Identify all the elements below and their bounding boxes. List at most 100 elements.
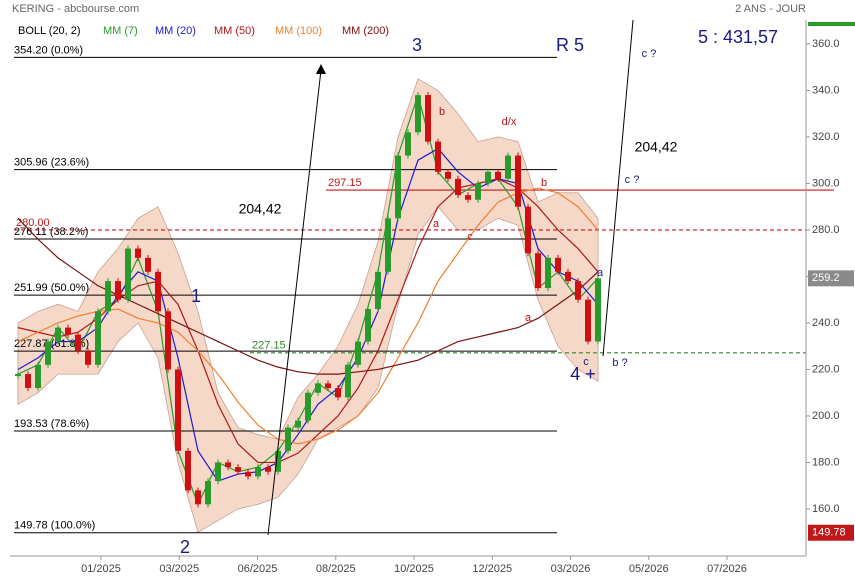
candle (145, 257, 151, 272)
candle (95, 311, 101, 365)
x-tick-label: 05/2026 (629, 563, 669, 575)
min-price-box (808, 524, 854, 541)
candle (565, 271, 571, 282)
annotation: c ? (625, 174, 640, 186)
candle (535, 253, 541, 289)
candle (285, 427, 291, 451)
annotation: 3 (412, 35, 422, 55)
legend-label: MM (20) (155, 25, 196, 37)
candle (195, 490, 201, 505)
level-label: 276.11 (38.2%) (14, 226, 88, 238)
legend-label: MM (7) (103, 25, 138, 37)
plot: 354.20 (0.0%) 305.96 (23.6%) 276.11 (38.2%… (14, 44, 834, 534)
candle (435, 141, 441, 172)
candle (15, 374, 21, 377)
candle (25, 374, 31, 389)
candle (105, 281, 111, 312)
y-tick-label: 320.0 (812, 131, 840, 143)
candle (275, 450, 281, 472)
candle (265, 467, 271, 472)
candle (555, 257, 561, 272)
annotation: 2 (180, 537, 190, 557)
candle (225, 462, 231, 468)
x-tick-label: 06/2025 (238, 563, 278, 575)
candle (65, 327, 71, 335)
candle (135, 248, 141, 258)
y-tick-label: 220.0 (812, 363, 840, 375)
annotation: 204,42 (239, 201, 282, 217)
x-tick-label: 10/2025 (394, 563, 434, 575)
candle (245, 471, 251, 477)
level-label: 193.53 (78.6%) (14, 418, 89, 430)
legend-label: MM (200) (342, 25, 389, 37)
level-label: 149.78 (100.0%) (14, 520, 95, 532)
candle (115, 281, 121, 300)
candle (335, 388, 341, 398)
candle (585, 299, 591, 342)
candle (325, 383, 331, 389)
annotation: a (597, 267, 604, 279)
legend-label: MM (50) (214, 25, 255, 37)
x-tick-label: 08/2025 (316, 563, 356, 575)
candle (355, 341, 361, 365)
annotation: a (525, 312, 532, 324)
candle (175, 369, 181, 451)
y-tick-label: 180.0 (812, 456, 840, 468)
annotation: 1 (191, 286, 201, 306)
price-line-label: 280.00 (16, 217, 50, 229)
y-tick-label: 160.0 (812, 503, 840, 515)
candle (425, 95, 431, 142)
candle (345, 364, 351, 398)
candle (185, 450, 191, 491)
annotation: c (583, 356, 589, 368)
annotation: d/x (502, 116, 517, 128)
candle (495, 171, 501, 179)
candle (385, 218, 391, 272)
candle (465, 195, 471, 200)
annotation: 5 : 431,57 (698, 27, 778, 47)
candle (165, 311, 171, 370)
y-tick-label: 360.0 (812, 38, 840, 50)
candle (235, 467, 241, 472)
moving-average (17, 178, 599, 464)
arrow-head (316, 64, 326, 74)
candle (125, 248, 131, 300)
x-tick-label: 03/2026 (551, 563, 591, 575)
level-label: 305.96 (23.6%) (14, 157, 89, 169)
chart-title: KERING - abcbourse.com (12, 3, 139, 15)
candle (525, 206, 531, 254)
candle (395, 155, 401, 219)
candle (365, 309, 371, 342)
last-price-label: 259.2 (812, 272, 840, 284)
candle (255, 467, 261, 477)
period: 2 ANS - JOUR (735, 3, 806, 15)
candle (155, 271, 161, 312)
trend-arrow (267, 69, 322, 536)
candle (405, 132, 411, 156)
annotation: 204,42 (635, 139, 678, 155)
x-tick-label: 01/2025 (81, 563, 121, 575)
candle (575, 281, 581, 300)
candle (205, 481, 211, 505)
annotation: c (467, 231, 473, 243)
last-price-box (808, 270, 854, 287)
annotation: b (541, 177, 547, 189)
candle (445, 171, 451, 179)
candle (55, 327, 61, 342)
status-bar (808, 22, 855, 26)
level-label: 251.99 (50.0%) (14, 282, 89, 294)
candle (295, 420, 301, 428)
legend-label: MM (100) (275, 25, 322, 37)
x-tick-label: 12/2025 (472, 563, 512, 575)
y-tick-label: 340.0 (812, 84, 840, 96)
price-line-label: 297.15 (328, 177, 362, 189)
x-tick-label: 07/2026 (707, 563, 747, 575)
candle (415, 95, 421, 133)
candle (595, 278, 601, 342)
candle (485, 171, 491, 184)
y-tick-label: 240.0 (812, 317, 840, 329)
annotation: 4 + (570, 364, 596, 384)
candle (75, 334, 81, 351)
candle (545, 257, 551, 289)
